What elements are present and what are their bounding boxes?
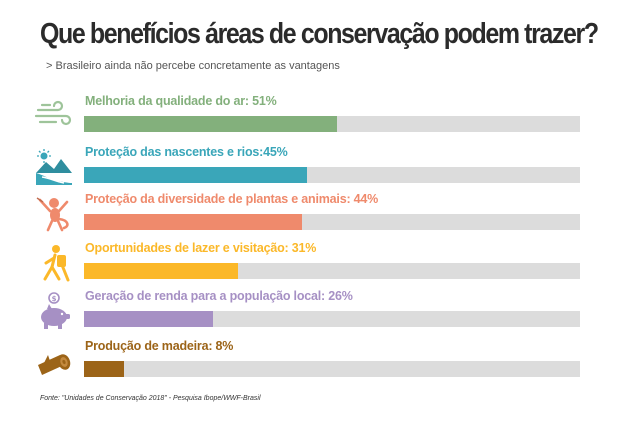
chart-subtitle: > Brasileiro ainda não percebe concretam… — [46, 60, 340, 72]
bar — [84, 167, 307, 183]
bar-track — [84, 361, 580, 377]
bar-row: Produção de madeira: 8% — [0, 339, 640, 387]
bar-label: Geração de renda para a população local:… — [85, 289, 353, 303]
bar-track — [84, 263, 580, 279]
bar — [84, 214, 302, 230]
bar-row: Melhoria da qualidade do ar: 51% — [0, 94, 640, 142]
bar-track — [84, 311, 580, 327]
bar — [84, 361, 124, 377]
monkey-icon — [34, 194, 74, 234]
source-note: Fonte: "Unidades de Conservação 2018" - … — [40, 395, 261, 402]
bar-track — [84, 116, 580, 132]
piggy-bank-icon: $ — [34, 291, 74, 331]
hiker-icon — [34, 243, 74, 283]
bar-row: Proteção das nascentes e rios:45% — [0, 145, 640, 193]
bar-label: Melhoria da qualidade do ar: 51% — [85, 94, 277, 108]
svg-text:$: $ — [52, 295, 57, 303]
log-icon — [34, 341, 74, 381]
bar-label: Oportunidades de lazer e visitação: 31% — [85, 241, 317, 255]
bar-track — [84, 214, 580, 230]
bar-label: Proteção das nascentes e rios:45% — [85, 145, 288, 159]
bar-label: Produção de madeira: 8% — [85, 339, 234, 353]
wind-icon — [34, 96, 74, 136]
bar — [84, 263, 238, 279]
chart-title: Que benefícios áreas de conservação pode… — [40, 18, 599, 50]
bar — [84, 311, 213, 327]
bar-track — [84, 167, 580, 183]
bar-row: Proteção da diversidade de plantas e ani… — [0, 192, 640, 240]
bar-row: $ Geração de renda para a população local… — [0, 289, 640, 337]
bar-row: Oportunidades de lazer e visitação: 31% — [0, 241, 640, 289]
bar — [84, 116, 337, 132]
river-landscape-icon — [34, 147, 74, 187]
bar-label: Proteção da diversidade de plantas e ani… — [85, 192, 379, 206]
